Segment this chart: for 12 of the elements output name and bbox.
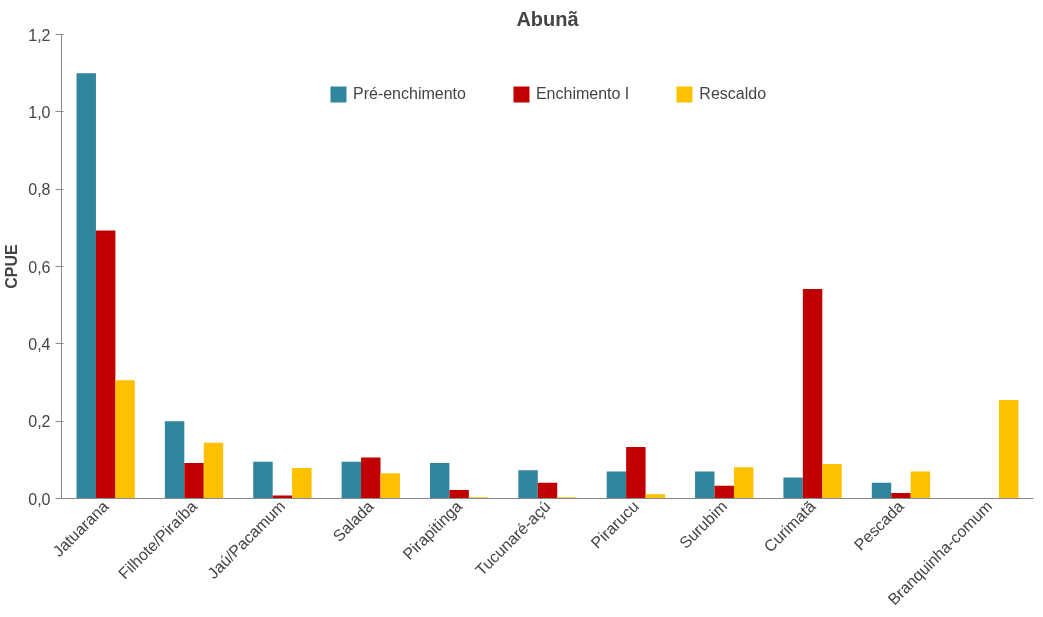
y-tick-label: 1,2	[28, 26, 51, 44]
y-tick-label: 0,4	[28, 335, 51, 353]
y-tick-label: 1,0	[28, 103, 51, 121]
y-tick-label: 0,6	[28, 258, 51, 276]
legend-label: Rescaldo	[699, 85, 767, 103]
legend-label: Pré-enchimento	[352, 85, 466, 103]
y-tick-label: 0,2	[28, 413, 51, 431]
chart-title: Abunã	[516, 7, 580, 30]
legend-label: Enchimento I	[535, 85, 630, 103]
y-tick-label: 0,0	[28, 490, 51, 508]
y-tick-label: 0,8	[28, 181, 51, 199]
y-axis-title: CPUE	[3, 243, 21, 289]
